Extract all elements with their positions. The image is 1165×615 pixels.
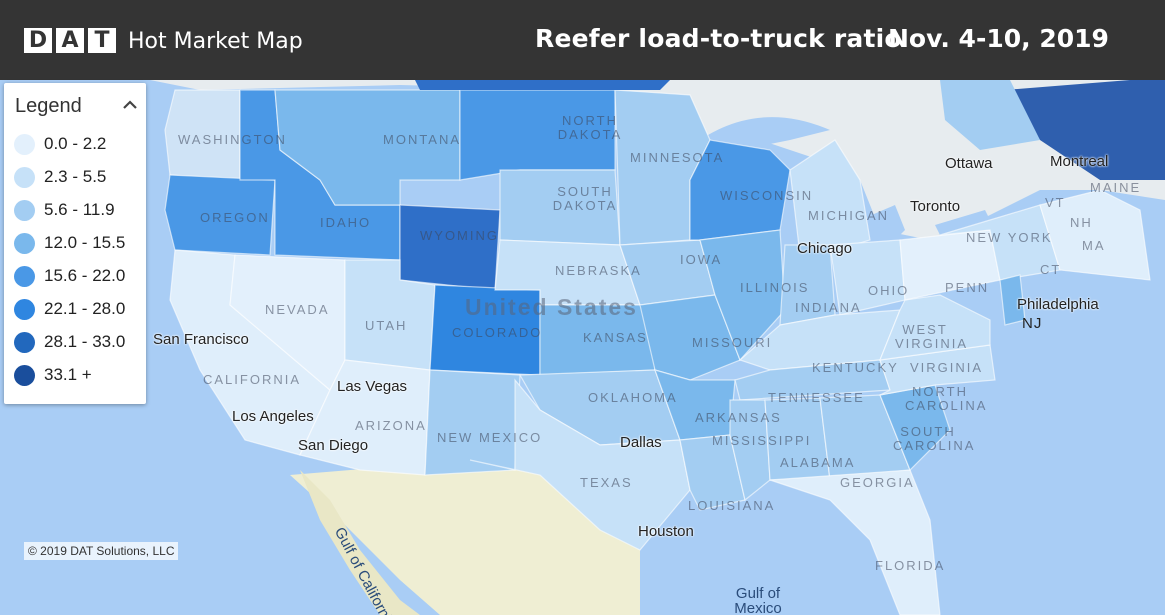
legend-item-label: 2.3 - 5.5 — [44, 167, 107, 186]
legend-item: 28.1 - 33.0 — [14, 331, 125, 353]
state-label-arizona: ARIZONA — [355, 418, 427, 433]
logo-letter-d: D — [24, 28, 52, 53]
state-label-utah: UTAH — [365, 318, 408, 333]
legend-item: 12.0 - 15.5 — [14, 232, 125, 254]
legend-swatch — [14, 364, 35, 386]
state-label-tennessee: TENNESSEE — [768, 390, 865, 405]
map-canvas — [150, 80, 1165, 615]
legend-swatch — [14, 331, 35, 353]
state-label-wisconsin: WISCONSIN — [720, 188, 814, 203]
state-label-penn: PENN — [945, 280, 990, 295]
state-label-missouri: MISSOURI — [692, 335, 773, 350]
legend-item: 5.6 - 11.9 — [14, 199, 115, 221]
state-label-kentucky: KENTUCKY — [812, 360, 899, 375]
state-label-new-york: NEW YORK — [966, 230, 1053, 245]
legend-item-label: 22.1 - 28.0 — [44, 299, 126, 318]
legend-item-label: 0.0 - 2.2 — [44, 134, 107, 153]
state-label-vt: VT — [1045, 195, 1066, 210]
state-label-michigan: MICHIGAN — [808, 208, 889, 223]
state-label-colorado: COLORADO — [452, 325, 543, 340]
legend-swatch — [14, 265, 35, 287]
legend-item-label: 12.0 - 15.5 — [44, 233, 126, 252]
legend-swatch — [14, 298, 35, 320]
city-chicago: Chicago — [797, 240, 853, 257]
state-label-north-carolina: NORTH CAROLINA — [905, 384, 988, 413]
water-label-gulf-of-mexico: Gulf of Mexico — [734, 585, 782, 615]
city-ottawa: Ottawa — [945, 155, 993, 172]
legend-swatch — [14, 199, 35, 221]
state-label-georgia: GEORGIA — [840, 475, 915, 490]
state-label-louisiana: LOUISIANA — [688, 498, 776, 513]
state-label-south-carolina: SOUTH CAROLINA — [893, 424, 976, 453]
state-label-nevada: NEVADA — [265, 302, 330, 317]
state-label-nebraska: NEBRASKA — [555, 263, 642, 278]
state-label-california: CALIFORNIA — [203, 372, 302, 387]
state-label-kansas: KANSAS — [583, 330, 648, 345]
app-header: D A T Hot Market Map Reefer load-to-truc… — [0, 0, 1165, 80]
state-label-maine: MAINE — [1090, 180, 1142, 195]
state-label-nh: NH — [1070, 215, 1093, 230]
legend-swatch — [14, 166, 35, 188]
state-label-texas: TEXAS — [580, 475, 633, 490]
legend-item-label: 15.6 - 22.0 — [44, 266, 126, 285]
legend-item: 0.0 - 2.2 — [14, 133, 106, 155]
state-label-iowa: IOWA — [680, 252, 723, 267]
country-label-united-states: United States — [465, 294, 638, 320]
state-label-minnesota: MINNESOTA — [630, 150, 725, 165]
city-san-francisco: San Francisco — [153, 331, 249, 348]
legend-panel: Legend 0.0 - 2.2 2.3 - 5.5 5.6 - 11.9 12… — [4, 83, 146, 404]
legend-item-label: 33.1 + — [44, 365, 92, 384]
state-label-arkansas: ARKANSAS — [695, 410, 782, 425]
city-houston: Houston — [638, 523, 694, 540]
city-dallas: Dallas — [620, 434, 662, 451]
state-label-ct: CT — [1040, 262, 1062, 277]
legend-item-label: 5.6 - 11.9 — [44, 200, 115, 219]
state-label-ma: MA — [1082, 238, 1106, 253]
state-label-new-mexico: NEW MEXICO — [437, 430, 543, 445]
state-label-mississippi: MISSISSIPPI — [712, 433, 812, 448]
city-toronto: Toronto — [910, 198, 961, 215]
legend-item: 33.1 + — [14, 364, 92, 386]
state-label-illinois: ILLINOIS — [740, 280, 810, 295]
date-range: Nov. 4-10, 2019 — [888, 24, 1109, 53]
state-label-oklahoma: OKLAHOMA — [588, 390, 678, 405]
state-label-north-dakota: NORTH DAKOTA — [557, 113, 623, 142]
logo-letter-a: A — [56, 28, 84, 53]
city-philadelphia: Philadelphia — [1017, 296, 1099, 313]
dat-logo: D A T — [24, 28, 120, 53]
legend-item: 15.6 - 22.0 — [14, 265, 125, 287]
state-label-ohio: OHIO — [868, 283, 910, 298]
state-label-idaho: IDAHO — [320, 215, 372, 230]
city-los-angeles: Los Angeles — [232, 408, 314, 425]
state-label-wyoming: WYOMING — [420, 228, 499, 243]
legend-title: Legend — [15, 95, 82, 117]
city-las-vegas: Las Vegas — [337, 378, 408, 395]
city-san-diego: San Diego — [298, 437, 369, 454]
app-title: Hot Market Map — [128, 29, 303, 54]
legend-item-label: 28.1 - 33.0 — [44, 332, 126, 351]
state-label-washington: WASHINGTON — [178, 132, 287, 147]
legend-item: 22.1 - 28.0 — [14, 298, 125, 320]
legend-swatch — [14, 232, 35, 254]
map-title: Reefer load-to-truck ratio — [535, 24, 902, 53]
copyright-notice: © 2019 DAT Solutions, LLC — [24, 542, 179, 560]
state-label-oregon: OREGON — [200, 210, 270, 225]
state-label-south-dakota: SOUTH DAKOTA — [552, 184, 618, 213]
state-label-florida: FLORIDA — [875, 558, 946, 573]
state-label-virginia: VIRGINIA — [910, 360, 984, 375]
legend-item: 2.3 - 5.5 — [14, 166, 106, 188]
state-label-alabama: ALABAMA — [780, 455, 856, 470]
state-label-indiana: INDIANA — [795, 300, 862, 315]
state-label-west-virginia: WEST VIRGINIA — [895, 322, 969, 351]
logo-letter-t: T — [88, 28, 116, 53]
state-label-nj: NJ — [1022, 315, 1043, 332]
state-label-montana: MONTANA — [383, 132, 462, 147]
legend-swatch — [14, 133, 35, 155]
hot-market-map[interactable]: WASHINGTON MONTANA NORTH DAKOTA MINNESOT… — [0, 80, 1165, 615]
city-montreal: Montreal — [1050, 153, 1109, 170]
chevron-up-icon[interactable] — [120, 95, 140, 115]
